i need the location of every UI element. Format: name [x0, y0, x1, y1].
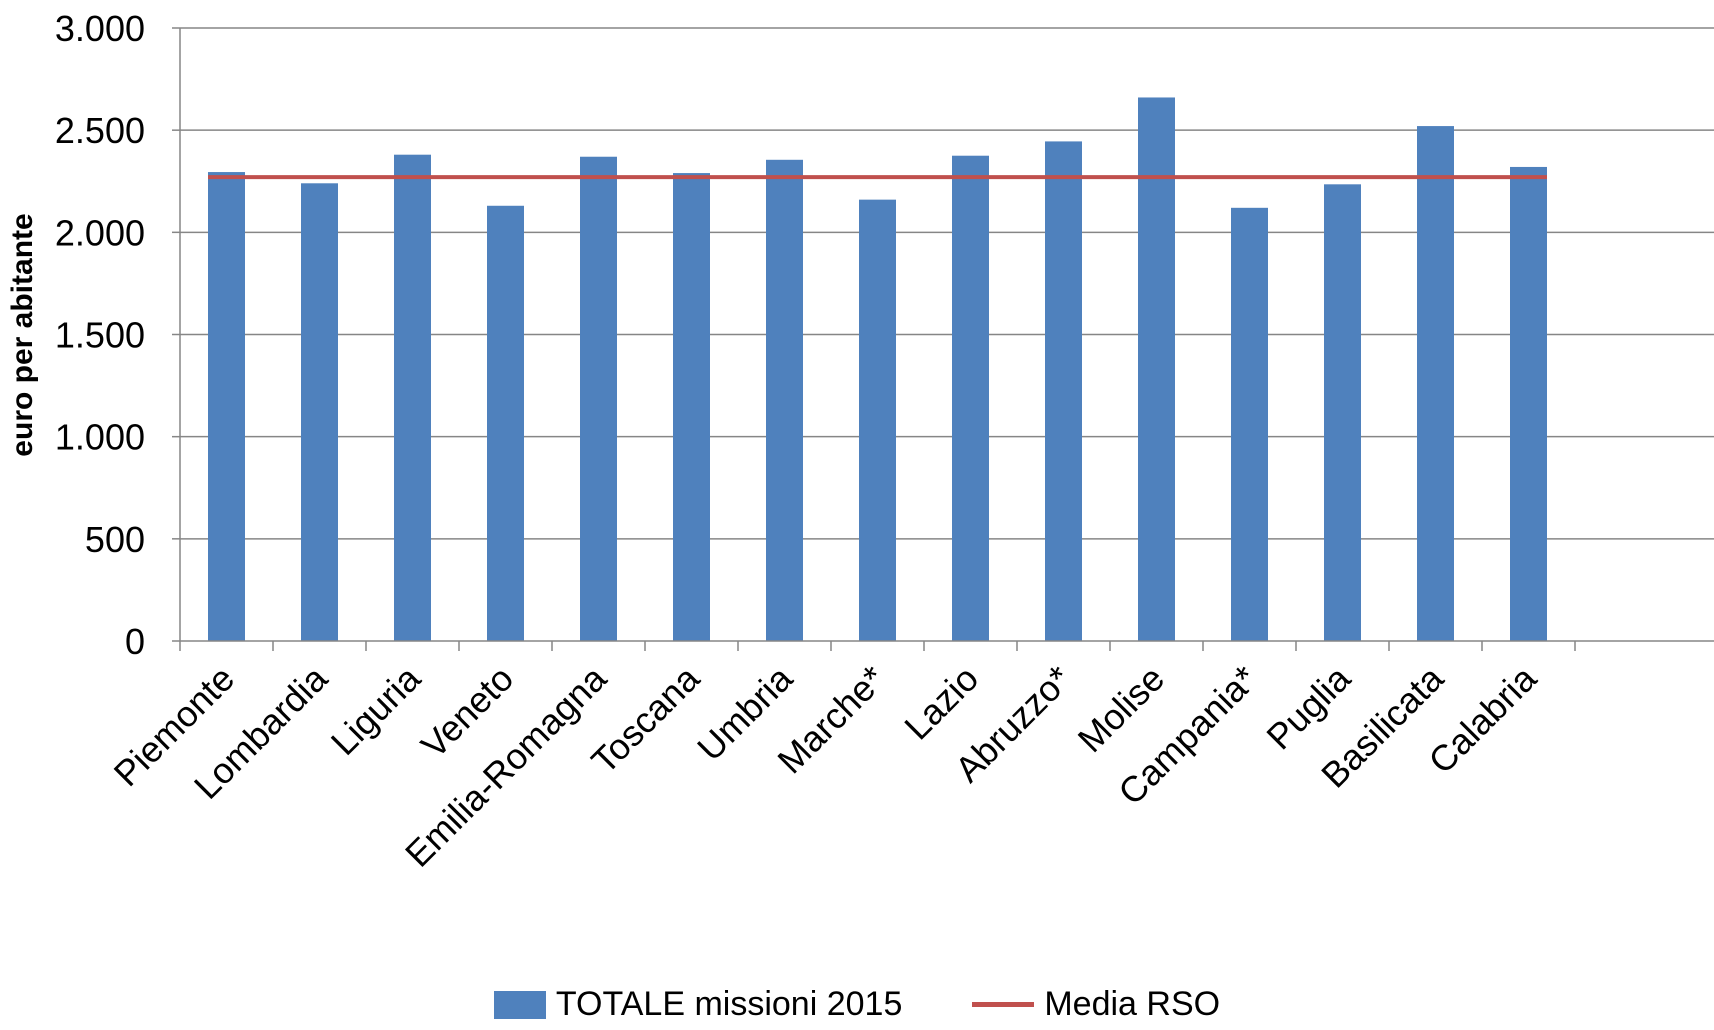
bar [1045, 141, 1082, 641]
y-tick-label: 0 [125, 621, 145, 662]
legend-label-bars: TOTALE missioni 2015 [555, 985, 903, 1023]
y-tick-label: 1.000 [55, 417, 145, 458]
y-tick-label: 2.000 [55, 212, 145, 253]
y-tick-label: 1.500 [55, 315, 145, 356]
axes [172, 27, 1714, 651]
bar [487, 205, 524, 641]
bar [766, 159, 803, 642]
bar [301, 183, 338, 641]
y-tick-label: 2.500 [55, 110, 145, 151]
bars [208, 97, 1547, 642]
y-tick-label: 500 [85, 519, 145, 560]
bar [394, 154, 431, 642]
bar [208, 172, 245, 641]
bar [1138, 97, 1175, 642]
bar [952, 155, 989, 642]
y-tick-label: 3.000 [55, 8, 145, 49]
x-tick-label: Liguria [323, 657, 429, 763]
legend-swatch-line [972, 1002, 1035, 1007]
bar [1417, 126, 1454, 641]
bar [580, 156, 617, 642]
bar [1510, 166, 1547, 642]
legend-item-bars: TOTALE missioni 2015 [493, 985, 903, 1024]
bar [1231, 207, 1268, 641]
grid-lines [180, 27, 1714, 540]
y-axis-title: euro per abitante [6, 213, 39, 456]
legend-item-line: Media RSO [972, 985, 1220, 1024]
legend-swatch-bar [493, 990, 546, 1019]
legend: TOTALE missioni 2015 Media RSO [0, 985, 1714, 1024]
bar [859, 199, 896, 641]
legend-label-line: Media RSO [1044, 985, 1221, 1023]
bar [1324, 184, 1361, 641]
bar [673, 173, 710, 641]
